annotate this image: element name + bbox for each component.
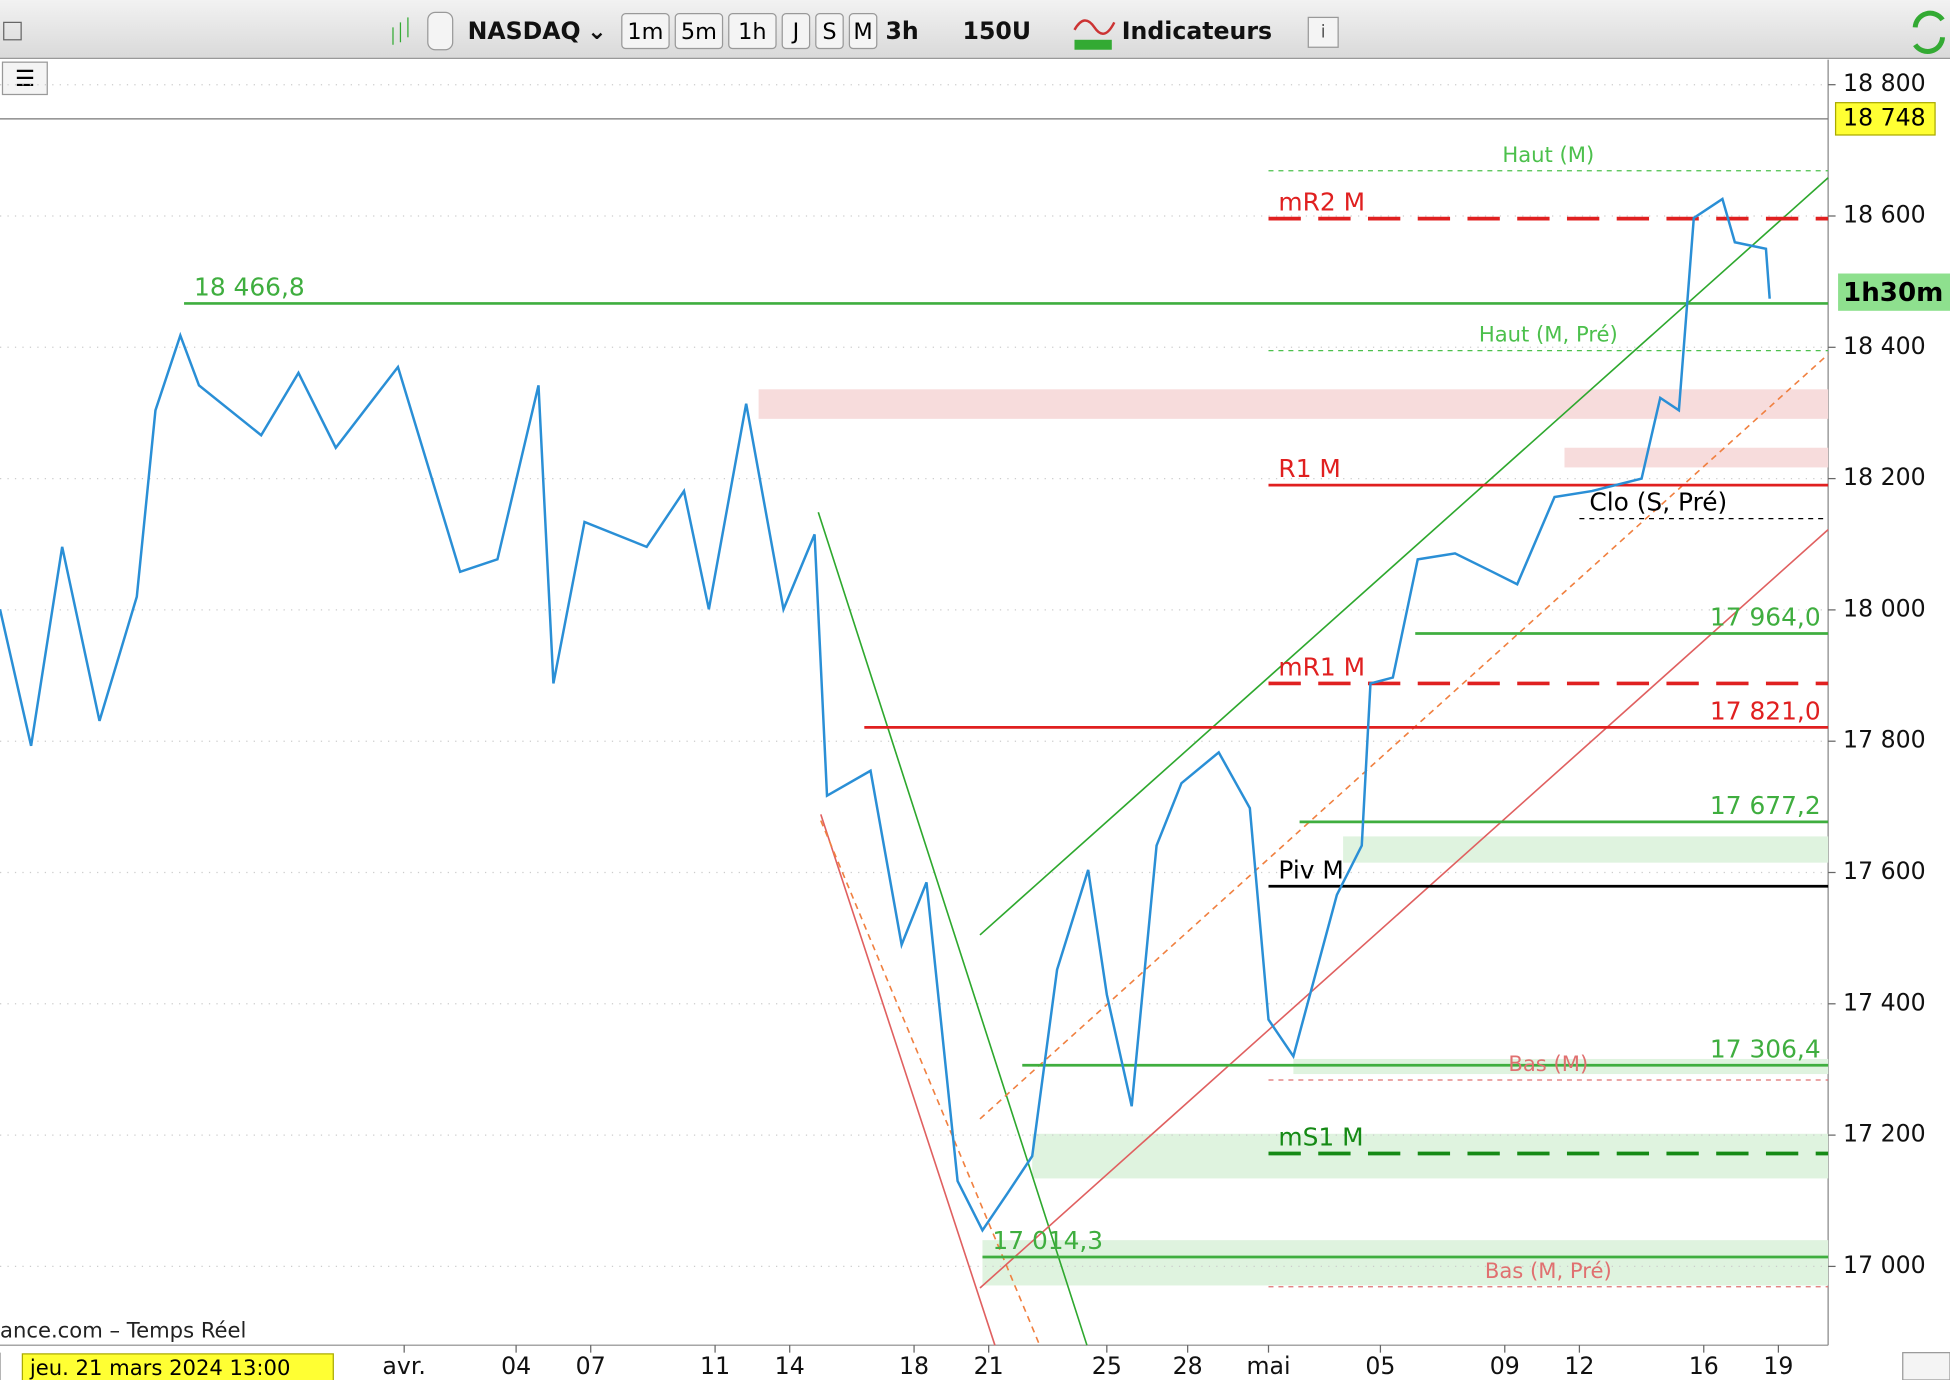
y-tick-label: 18 400: [1843, 332, 1926, 360]
zone: [1032, 1133, 1829, 1179]
level-label: mR1 M: [1278, 653, 1365, 682]
list-icon: ☰: [15, 66, 35, 92]
x-tick-label: avr.: [382, 1352, 425, 1380]
units[interactable]: 150U: [963, 17, 1031, 45]
y-tick-label: 17 800: [1843, 726, 1926, 754]
info-icon: i: [1321, 22, 1326, 42]
dropdown-arrow[interactable]: ⌄: [587, 17, 607, 45]
last-price-box: [1834, 102, 1936, 136]
scroll-button[interactable]: [1902, 1352, 1950, 1380]
period-label[interactable]: 1m: [627, 19, 663, 45]
countdown: 1h30m: [1843, 278, 1943, 308]
period-label[interactable]: 5m: [681, 19, 717, 45]
x-tick-label: 09: [1490, 1352, 1520, 1380]
y-tick-label: 18 000: [1843, 594, 1926, 622]
period-label[interactable]: J: [791, 19, 800, 45]
level-label: Haut (M): [1502, 142, 1594, 167]
zone: [1564, 447, 1829, 468]
last-price-label: 18 748: [1843, 103, 1926, 131]
period-button[interactable]: [815, 13, 844, 50]
level-label: 18 466,8: [194, 273, 305, 302]
x-tick-label: 21: [974, 1352, 1004, 1380]
list-button[interactable]: [1, 61, 48, 96]
link-button[interactable]: [427, 11, 454, 51]
x-tick-label: 18: [899, 1352, 929, 1380]
x-tick-label: 25: [1092, 1352, 1122, 1380]
level-label: Bas (M, Pré): [1485, 1258, 1612, 1283]
window-icon[interactable]: [3, 21, 22, 41]
x-tick-label: 12: [1564, 1352, 1594, 1380]
zone: [1343, 836, 1829, 863]
level-label: Piv M: [1278, 855, 1343, 884]
y-tick-label: 17 600: [1843, 857, 1926, 885]
y-tick-label: 17 200: [1843, 1120, 1926, 1148]
countdown-box: [1838, 273, 1950, 311]
level-label: Clo (S, Pré): [1589, 488, 1727, 517]
level-label: 17 677,2: [1710, 791, 1821, 820]
period-button[interactable]: [621, 13, 670, 50]
source: ance.com – Temps Réel: [0, 1318, 246, 1343]
indicator-icon[interactable]: [1073, 19, 1116, 50]
x-tick-label: 14: [775, 1352, 805, 1380]
level-label: 17 821,0: [1710, 696, 1821, 725]
y-tick-label: 18 600: [1843, 200, 1926, 228]
candle-icon[interactable]: [392, 17, 409, 45]
period-button[interactable]: [848, 13, 878, 50]
y-tick-label: 18 200: [1843, 463, 1926, 491]
x-tick-label: mai: [1246, 1352, 1290, 1380]
zone: [982, 1240, 1829, 1286]
symbol[interactable]: NASDAQ: [468, 17, 581, 45]
x-tick-label: 28: [1173, 1352, 1203, 1380]
x-tick-label: 16: [1689, 1352, 1719, 1380]
level-label: R1 M: [1278, 454, 1340, 483]
level-label: 17 306,4: [1710, 1034, 1821, 1063]
refresh-icon[interactable]: [1912, 10, 1946, 54]
level-label: mS1 M: [1278, 1123, 1363, 1152]
period-button[interactable]: [728, 13, 777, 50]
cursor-label: jeu. 21 mars 2024 13:00: [29, 1355, 291, 1380]
x-tick-label: 04: [501, 1352, 531, 1380]
level-label: 17 964,0: [1710, 603, 1821, 632]
zone: [758, 389, 1829, 419]
period-label[interactable]: M: [853, 19, 872, 45]
period-label[interactable]: 1h: [738, 19, 766, 45]
interval[interactable]: 3h: [885, 17, 918, 45]
level-label: Haut (M, Pré): [1479, 322, 1618, 347]
price-line: [0, 196, 1771, 1233]
level-label: 17 014,3: [992, 1226, 1103, 1255]
y-tick-label: 18 800: [1843, 69, 1926, 97]
level-label: Bas (M): [1508, 1051, 1588, 1076]
x-tick-label: 05: [1365, 1352, 1395, 1380]
indicators-button[interactable]: Indicateurs: [1122, 17, 1272, 45]
period-label[interactable]: S: [822, 19, 836, 45]
cursor-box: [21, 1353, 334, 1380]
toolbar: [0, 0, 1950, 59]
y-tick-label: 17 400: [1843, 988, 1926, 1016]
x-tick-label: 07: [576, 1352, 606, 1380]
period-button[interactable]: [674, 13, 724, 50]
info-button[interactable]: [1307, 16, 1339, 48]
x-tick-label: 19: [1763, 1352, 1793, 1380]
level-label: mR2 M: [1278, 188, 1365, 217]
period-button[interactable]: [781, 13, 811, 50]
y-tick-label: 17 000: [1843, 1251, 1926, 1279]
x-tick-label: 11: [700, 1352, 730, 1380]
